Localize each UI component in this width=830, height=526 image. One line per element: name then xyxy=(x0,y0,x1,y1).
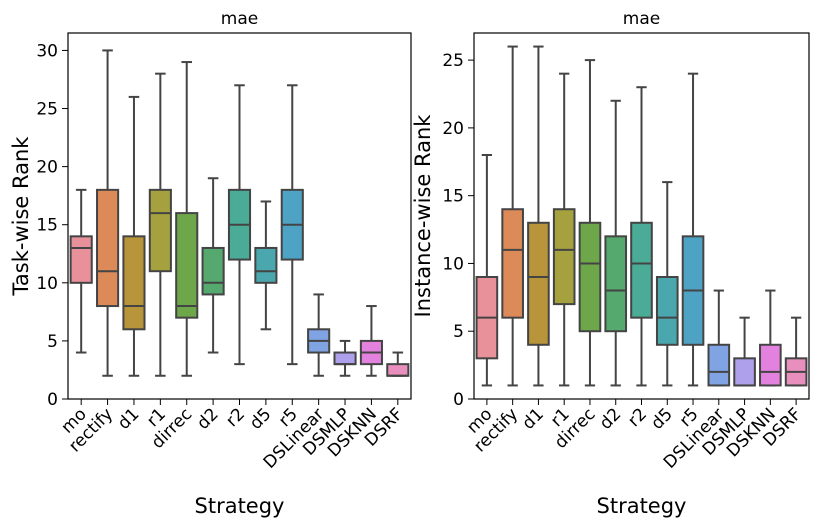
box-DSRF xyxy=(386,351,410,377)
box-DSLinear xyxy=(307,293,331,377)
box-rectify xyxy=(501,45,524,387)
y-tick-label: 15 xyxy=(442,187,464,207)
y-tick-label: 5 xyxy=(47,332,58,352)
x-axis-title: Strategy xyxy=(195,494,285,518)
box-DSLinear xyxy=(707,289,731,387)
box-dirrec xyxy=(578,59,602,387)
iqr-box xyxy=(501,208,524,319)
axes-frame xyxy=(67,32,412,400)
iqr-box xyxy=(148,188,172,273)
iqr-box xyxy=(386,363,410,377)
y-tick-label: 20 xyxy=(36,158,58,178)
iqr-box xyxy=(707,343,731,387)
box-r5 xyxy=(681,72,705,387)
y-tick-label: 30 xyxy=(36,41,58,61)
box-d2 xyxy=(201,177,225,354)
box-d5 xyxy=(655,181,679,387)
iqr-box xyxy=(175,212,199,319)
box-mo xyxy=(475,154,499,387)
y-tick-label: 25 xyxy=(36,100,58,120)
box-d1 xyxy=(527,45,550,387)
iqr-box xyxy=(69,235,93,284)
box-r1 xyxy=(148,72,172,377)
box-mo xyxy=(69,188,93,354)
x-tick-label: d2 xyxy=(596,404,625,433)
iqr-box xyxy=(333,351,357,366)
iqr-box xyxy=(655,276,679,346)
box-dirrec xyxy=(175,61,199,377)
iqr-box xyxy=(604,235,628,333)
box-DSKNN xyxy=(359,305,383,377)
iqr-box xyxy=(733,357,756,387)
x-tick-label: d2 xyxy=(193,404,222,433)
y-tick-label: 5 xyxy=(453,322,464,342)
iqr-box xyxy=(578,221,602,333)
box-d5 xyxy=(254,200,278,331)
x-tick-label: d5 xyxy=(246,404,275,433)
iqr-box xyxy=(527,221,550,346)
y-tick-label: 0 xyxy=(453,390,464,410)
x-tick-label: d1 xyxy=(114,404,143,433)
y-tick-label: 10 xyxy=(36,274,58,294)
y-tick-label: 15 xyxy=(36,216,58,236)
x-tick-label: d1 xyxy=(519,404,548,433)
iqr-box xyxy=(122,235,146,331)
iqr-box xyxy=(552,208,576,306)
box-r2 xyxy=(630,86,653,387)
iqr-box xyxy=(759,343,782,387)
y-axis-title: Task-wise Rank xyxy=(9,136,33,297)
x-tick-label: d5 xyxy=(647,404,676,433)
box-r5 xyxy=(280,84,304,366)
y-tick-label: 10 xyxy=(442,254,464,274)
iqr-box xyxy=(630,221,653,319)
iqr-box xyxy=(254,246,278,284)
y-axis-title: Instance-wise Rank xyxy=(411,114,435,318)
iqr-box xyxy=(96,188,120,308)
x-tick-label: r2 xyxy=(624,404,651,431)
chart-title: mae xyxy=(221,9,258,29)
box-DSKNN xyxy=(759,289,782,387)
box-rectify xyxy=(96,49,120,377)
box-d1 xyxy=(122,95,146,377)
box-r2 xyxy=(227,84,252,366)
iqr-box xyxy=(201,246,225,296)
axes-frame xyxy=(473,32,810,400)
y-tick-label: 20 xyxy=(442,119,464,139)
box-d2 xyxy=(604,99,628,387)
box-DSMLP xyxy=(333,339,357,377)
x-tick-label: r2 xyxy=(222,404,249,431)
x-axis-title: Strategy xyxy=(597,494,687,518)
y-tick-label: 0 xyxy=(47,390,58,410)
chart-title: mae xyxy=(623,9,660,29)
box-r1 xyxy=(552,72,576,387)
box-DSRF xyxy=(784,316,808,387)
box-DSMLP xyxy=(733,316,756,387)
y-tick-label: 25 xyxy=(442,51,464,71)
